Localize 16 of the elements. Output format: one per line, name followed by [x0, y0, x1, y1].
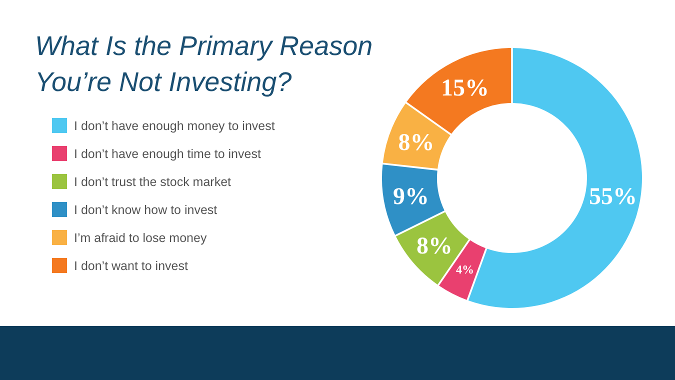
- donut-slice: [406, 48, 512, 134]
- legend-label: I don’t have enough time to invest: [74, 147, 262, 161]
- data-label: 8%: [398, 130, 434, 156]
- chart-title: What Is the Primary Reason You’re Not Investing?: [35, 31, 373, 97]
- legend-label: I’m afraid to lose money: [74, 231, 208, 245]
- data-label: 55%: [588, 184, 637, 210]
- donut-slice: [382, 164, 444, 235]
- data-label: 4%: [456, 262, 474, 276]
- data-label: 9%: [393, 184, 430, 210]
- donut-slice: [382, 103, 450, 169]
- data-label: 8%: [416, 234, 453, 260]
- data-label: 15%: [441, 75, 490, 102]
- legend-label: I don’t want to invest: [74, 259, 188, 273]
- legend-label: I don’t have enough money to invest: [74, 119, 276, 133]
- legend-label: I don’t trust the stock market: [74, 175, 232, 189]
- legend-label: I don’t know how to invest: [74, 203, 218, 217]
